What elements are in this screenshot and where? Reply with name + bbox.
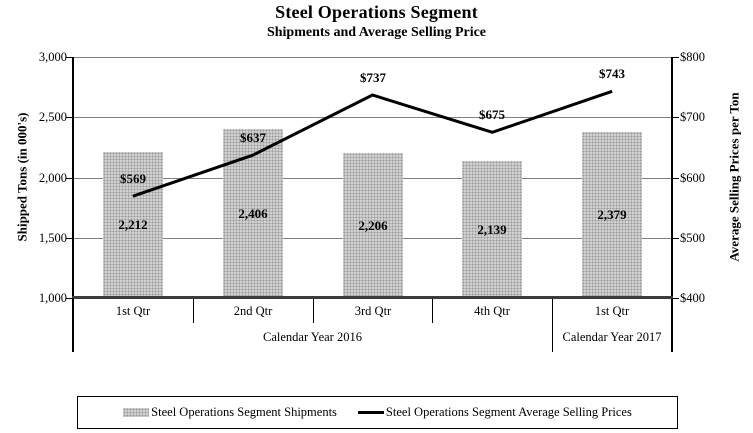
right-tick-label: $600 xyxy=(680,171,705,185)
right-tick-mark xyxy=(672,117,679,118)
bar: 2,139 xyxy=(462,161,522,298)
category-label: 2nd Qtr xyxy=(233,304,273,318)
bar-value-label: 2,139 xyxy=(477,221,507,237)
right-tick-label: $700 xyxy=(680,110,705,124)
category-label: 3rd Qtr xyxy=(354,304,392,318)
category-label: 1st Qtr xyxy=(594,304,630,318)
legend-item-shipments: Steel Operations Segment Shipments xyxy=(123,405,337,420)
bar-value-label: 2,212 xyxy=(118,217,148,232)
category-divider xyxy=(432,299,433,323)
left-tick-mark xyxy=(66,238,73,239)
bar: 2,379 xyxy=(582,132,642,298)
price-line xyxy=(132,89,613,198)
right-tick-mark xyxy=(672,238,679,239)
category-label: 1st Qtr xyxy=(115,304,151,318)
legend-label-shipments: Steel Operations Segment Shipments xyxy=(151,405,337,419)
left-tick-mark xyxy=(66,117,73,118)
gridline xyxy=(73,117,672,118)
legend: Steel Operations Segment Shipments Steel… xyxy=(77,396,678,429)
left-axis-line xyxy=(72,57,74,352)
x-axis-line xyxy=(72,296,673,299)
bar: 2,212 xyxy=(103,152,163,298)
category-group-label: Calendar Year 2017 xyxy=(562,330,662,344)
price-point-label: $637 xyxy=(240,130,266,145)
right-tick-label: $500 xyxy=(680,231,705,245)
left-tick-mark xyxy=(66,298,73,299)
line-swatch-icon xyxy=(357,411,384,414)
price-point-label: $675 xyxy=(479,107,505,122)
right-tick-mark xyxy=(672,298,679,299)
category-divider xyxy=(313,299,314,323)
price-point-label: $737 xyxy=(360,70,386,85)
category-divider xyxy=(193,299,194,323)
right-tick-mark xyxy=(672,178,679,179)
price-point-label: $569 xyxy=(120,171,146,186)
left-tick-label: 1,500 xyxy=(38,231,67,245)
category-label: 4th Qtr xyxy=(474,304,510,318)
chart-subtitle: Shipments and Average Selling Price xyxy=(266,25,487,40)
bar-swatch-icon xyxy=(123,408,150,417)
price-point-label: $743 xyxy=(599,66,625,81)
bar: 2,406 xyxy=(223,129,283,298)
left-tick-label: 3,000 xyxy=(38,50,67,64)
bar: 2,206 xyxy=(343,153,403,298)
bar-value-label: 2,406 xyxy=(238,205,268,221)
category-divider xyxy=(552,299,553,352)
left-tick-label: 2,500 xyxy=(38,110,67,124)
bar-value-label: 2,379 xyxy=(597,207,627,222)
left-tick-label: 2,000 xyxy=(38,171,67,185)
chart-title: Steel Operations Segment xyxy=(275,2,478,22)
right-tick-label: $800 xyxy=(680,50,705,64)
bar-value-label: 2,206 xyxy=(358,217,388,233)
right-tick-label: $400 xyxy=(680,291,705,305)
left-tick-mark xyxy=(66,178,73,179)
gridline xyxy=(73,57,672,58)
legend-item-prices: Steel Operations Segment Average Selling… xyxy=(357,405,632,420)
right-axis-line xyxy=(671,57,673,352)
left-tick-mark xyxy=(66,57,73,58)
left-tick-label: 1,000 xyxy=(38,291,67,305)
category-group-label: Calendar Year 2016 xyxy=(263,330,362,344)
legend-label-prices: Steel Operations Segment Average Selling… xyxy=(385,405,632,419)
right-tick-mark xyxy=(672,57,679,58)
